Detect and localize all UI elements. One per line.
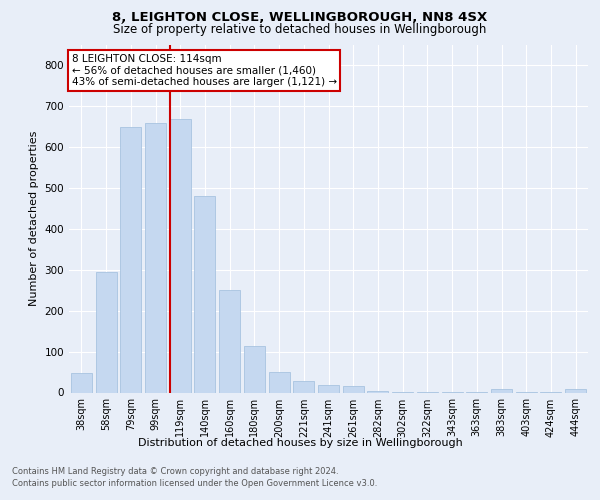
Bar	[71, 374, 92, 392]
Text: Distribution of detached houses by size in Wellingborough: Distribution of detached houses by size …	[137, 438, 463, 448]
Bar	[120, 127, 141, 392]
Bar	[318, 385, 339, 392]
Bar	[269, 372, 290, 392]
Bar	[95, 272, 116, 392]
Text: Size of property relative to detached houses in Wellingborough: Size of property relative to detached ho…	[113, 22, 487, 36]
Bar	[170, 118, 191, 392]
Bar	[343, 386, 364, 392]
Text: 8 LEIGHTON CLOSE: 114sqm
← 56% of detached houses are smaller (1,460)
43% of sem: 8 LEIGHTON CLOSE: 114sqm ← 56% of detach…	[71, 54, 337, 87]
Bar	[145, 122, 166, 392]
Y-axis label: Number of detached properties: Number of detached properties	[29, 131, 39, 306]
Text: 8, LEIGHTON CLOSE, WELLINGBOROUGH, NN8 4SX: 8, LEIGHTON CLOSE, WELLINGBOROUGH, NN8 4…	[112, 11, 488, 24]
Bar	[293, 382, 314, 392]
Bar	[367, 391, 388, 392]
Bar	[491, 389, 512, 392]
Bar	[244, 346, 265, 393]
Text: Contains HM Land Registry data © Crown copyright and database right 2024.: Contains HM Land Registry data © Crown c…	[12, 468, 338, 476]
Bar	[565, 389, 586, 392]
Text: Contains public sector information licensed under the Open Government Licence v3: Contains public sector information licen…	[12, 479, 377, 488]
Bar	[194, 196, 215, 392]
Bar	[219, 290, 240, 392]
